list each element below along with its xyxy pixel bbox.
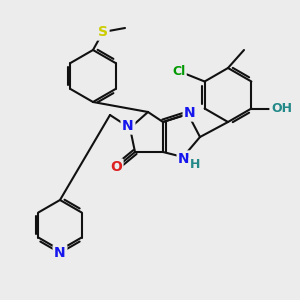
Text: N: N (54, 246, 66, 260)
Text: H: H (190, 158, 200, 172)
Text: N: N (184, 106, 196, 120)
Text: Cl: Cl (172, 65, 185, 78)
Text: O: O (110, 160, 122, 174)
Text: N: N (122, 119, 134, 133)
Text: OH: OH (271, 102, 292, 115)
Text: S: S (98, 25, 108, 39)
Text: N: N (178, 152, 190, 166)
